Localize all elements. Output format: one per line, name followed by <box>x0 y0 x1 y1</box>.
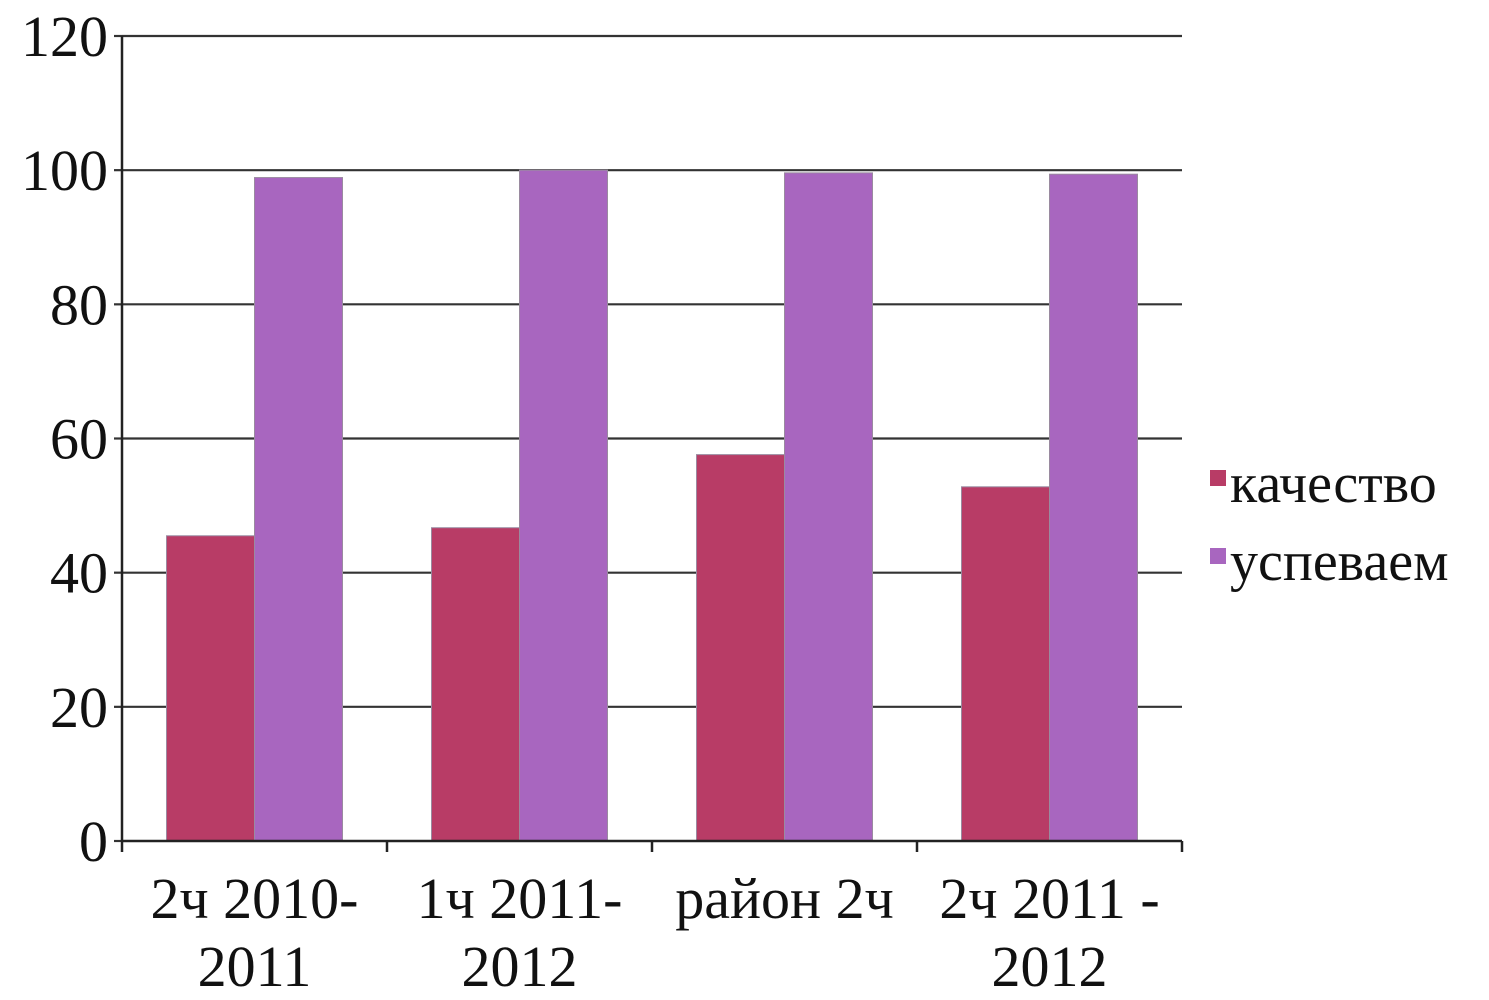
bar-uspevaem-2 <box>784 172 873 842</box>
bar-kachestvo-0 <box>166 535 255 842</box>
legend-swatch <box>1210 548 1226 564</box>
legend-swatch <box>1210 470 1226 486</box>
bar-uspevaem-3 <box>1049 173 1138 842</box>
bars <box>166 169 1138 842</box>
y-tick-label: 120 <box>21 4 108 69</box>
legend-label: качество <box>1230 453 1437 515</box>
y-tick-label: 100 <box>21 138 108 203</box>
bar-kachestvo-2 <box>696 454 785 842</box>
legend-label: успеваем <box>1230 531 1449 593</box>
axes <box>114 34 1184 852</box>
y-tick-label: 40 <box>50 541 108 606</box>
y-tick-label: 0 <box>79 809 108 874</box>
bar-uspevaem-0 <box>254 177 343 842</box>
x-tick-label: 2ч 2011 - <box>939 866 1159 931</box>
bar-kachestvo-1 <box>431 527 520 842</box>
bar-kachestvo-3 <box>961 486 1050 842</box>
y-tick-labels: 0 20 40 60 80 100 120 <box>21 4 108 874</box>
legend: качество успеваем <box>1210 453 1449 593</box>
x-tick-label: 2ч 2010- <box>151 866 359 931</box>
x-tick-label: 2012 <box>462 934 578 995</box>
y-tick-label: 60 <box>50 407 108 472</box>
x-tick-label: район 2ч <box>675 866 894 931</box>
x-tick-label: 1ч 2011- <box>417 866 623 931</box>
x-tick-label: 2011 <box>198 934 312 995</box>
y-tick-label: 80 <box>50 272 108 337</box>
y-tick-label: 20 <box>50 675 108 740</box>
x-tick-label: 2012 <box>992 934 1108 995</box>
bar-uspevaem-1 <box>519 169 608 842</box>
